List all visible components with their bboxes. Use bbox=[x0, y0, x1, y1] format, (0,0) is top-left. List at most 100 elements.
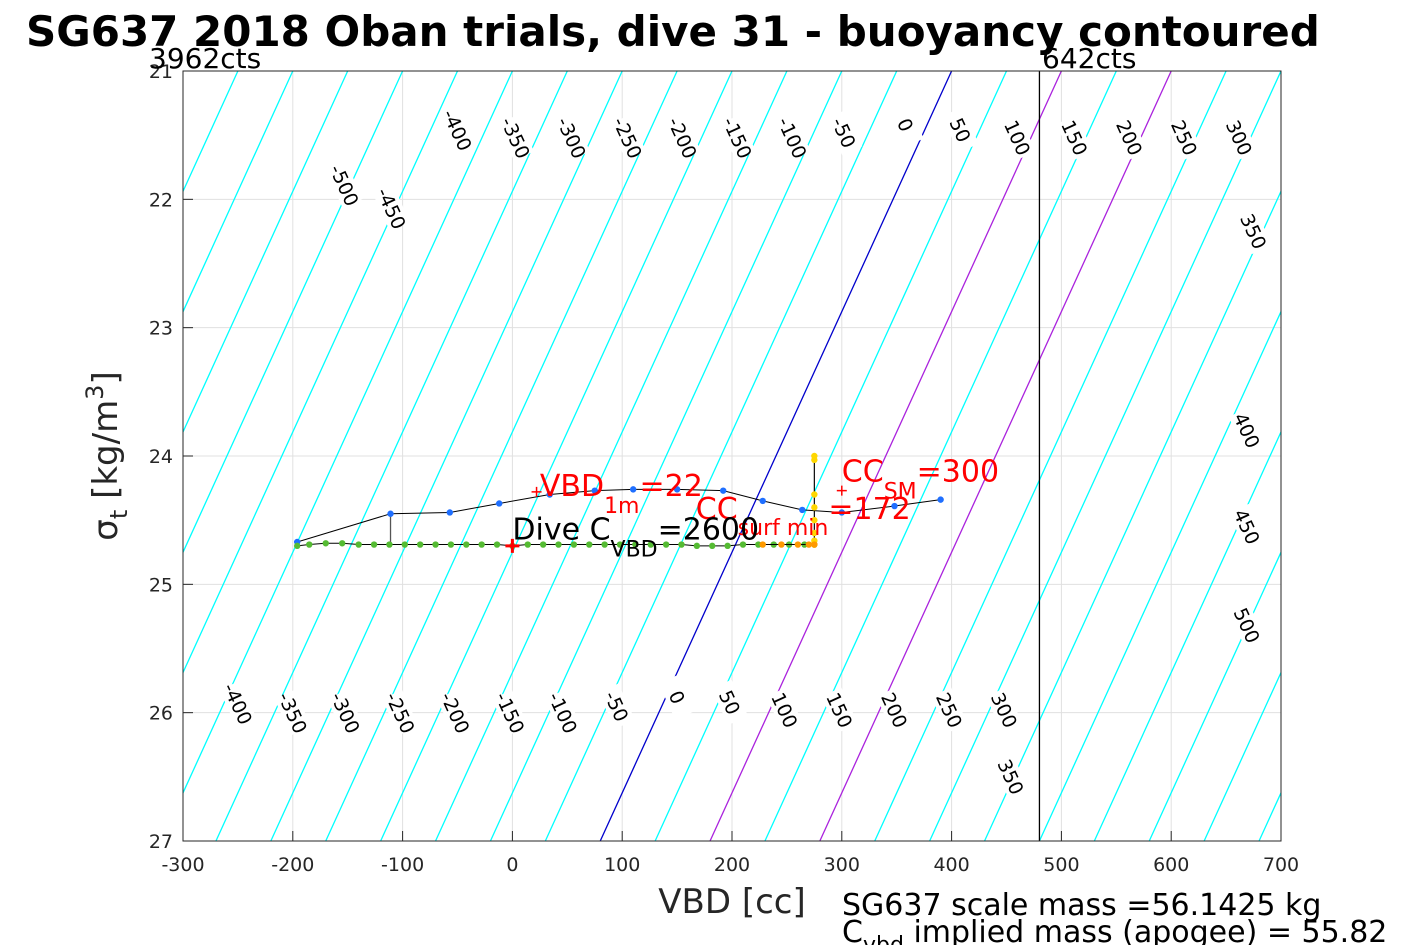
contour-label-gap bbox=[887, 102, 924, 148]
series-point bbox=[799, 506, 806, 514]
contour-line bbox=[1038, 310, 1281, 841]
x-tick-label: 700 bbox=[1263, 854, 1299, 876]
contour-label-gap bbox=[491, 689, 529, 736]
series-point bbox=[370, 541, 378, 548]
contour-label-gap bbox=[1056, 114, 1093, 161]
y-tick-label: 26 bbox=[149, 703, 173, 725]
y-tick-label: 27 bbox=[149, 831, 173, 853]
contour-label-gap bbox=[999, 114, 1036, 161]
series-point bbox=[811, 541, 818, 548]
contour-label-gap bbox=[1228, 602, 1266, 649]
contour-label-gap bbox=[931, 687, 968, 733]
y-axis-label: σt [kg/m3] bbox=[81, 371, 133, 540]
contour-line bbox=[1258, 791, 1281, 841]
x-tick-label: 600 bbox=[1153, 854, 1189, 876]
series-point bbox=[601, 541, 608, 548]
x-axis-label: VBD [cc] bbox=[658, 882, 806, 922]
contour-label-gap bbox=[327, 689, 364, 736]
series-point bbox=[811, 504, 818, 511]
contour-label-gap bbox=[553, 114, 591, 161]
series-point bbox=[546, 491, 553, 498]
x-tick-label: 100 bbox=[604, 854, 640, 876]
contour-line bbox=[1203, 670, 1281, 841]
y-tick-label: 25 bbox=[149, 574, 173, 596]
contour-line bbox=[654, 71, 1008, 841]
series-point bbox=[447, 541, 455, 548]
contour-label-gap bbox=[985, 687, 1023, 733]
contour-line bbox=[183, 71, 349, 434]
top-left-note: 3962cts bbox=[149, 42, 261, 75]
vbd-1m-annotation: VBD1m=22 bbox=[540, 469, 703, 519]
contour-line bbox=[1148, 550, 1281, 841]
series-point bbox=[616, 541, 624, 548]
series-point bbox=[673, 486, 681, 493]
series-point bbox=[838, 509, 845, 516]
series-point bbox=[632, 541, 639, 548]
data-series bbox=[293, 452, 944, 550]
series-point bbox=[629, 486, 637, 493]
series-point bbox=[805, 541, 813, 548]
series-point bbox=[496, 500, 503, 507]
contour-label-gap bbox=[942, 107, 979, 153]
plus-marker bbox=[505, 538, 520, 553]
x-tick-label: 0 bbox=[506, 854, 518, 876]
cc-sm-annotation: CCSM=300 bbox=[842, 455, 999, 505]
contour-label-gap bbox=[825, 109, 863, 156]
series-point bbox=[524, 541, 531, 548]
x-tick-label: -300 bbox=[161, 854, 204, 876]
vbd-1m-main: VBD bbox=[540, 469, 604, 504]
vbd-1m-tail: =22 bbox=[640, 469, 703, 504]
contour-label-gap bbox=[219, 680, 257, 727]
series-point bbox=[339, 540, 346, 547]
series-point bbox=[755, 541, 762, 548]
contour-line bbox=[709, 71, 1062, 841]
series-point bbox=[539, 541, 547, 548]
contour-line bbox=[183, 71, 294, 314]
contour-label-gap bbox=[436, 689, 474, 736]
series-point bbox=[937, 496, 944, 503]
contour-line bbox=[1093, 430, 1281, 841]
annotations: VBD1m=22 CCSM=300 CCsurf min=172 Dive CV… bbox=[512, 455, 999, 563]
contour-line bbox=[183, 71, 513, 795]
series-line bbox=[297, 488, 941, 543]
series-point bbox=[811, 456, 818, 464]
plus-marker bbox=[836, 485, 847, 496]
cc-sm-main: CC bbox=[842, 455, 884, 490]
contour-label-gap bbox=[1228, 503, 1266, 550]
series-point bbox=[811, 491, 818, 498]
series-point bbox=[591, 487, 598, 494]
contour-line bbox=[215, 71, 568, 841]
series-point bbox=[891, 502, 898, 510]
contour-label-gap bbox=[274, 689, 312, 736]
dive-cvbd-annotation: Dive CVBD=2600 bbox=[512, 512, 759, 562]
axis-ticks: -300 -200 -100 0 100 200 300 400 500 600 700 21 22 23… bbox=[149, 61, 1299, 876]
contour-line bbox=[1314, 71, 1417, 841]
contour-line bbox=[270, 71, 623, 841]
contour-line bbox=[434, 71, 788, 841]
series-point bbox=[463, 541, 470, 548]
series-point bbox=[759, 541, 766, 548]
contour-label-gap bbox=[719, 114, 756, 161]
series-point bbox=[416, 541, 424, 548]
contour-label-gap bbox=[766, 687, 804, 733]
series-point bbox=[724, 542, 731, 550]
series-point bbox=[662, 541, 670, 548]
scale-mass-footnote: SG637 scale mass =56.1425 kg bbox=[842, 888, 1321, 923]
contour-label-gap bbox=[1235, 208, 1272, 255]
series-point bbox=[778, 541, 785, 548]
series-point bbox=[387, 510, 394, 517]
vbd-1m-sub: 1m bbox=[604, 494, 639, 519]
contour-label-gap bbox=[382, 689, 419, 736]
y-axis-label-close: ] bbox=[86, 371, 126, 384]
series-point bbox=[678, 541, 685, 548]
contour-label-gap bbox=[598, 683, 636, 730]
contour-label-gap bbox=[876, 687, 913, 733]
series-point bbox=[794, 541, 802, 548]
cc-sm-tail: =300 bbox=[917, 455, 999, 490]
series-point bbox=[322, 540, 329, 547]
contour-label-gap bbox=[497, 114, 535, 161]
contour-label-gap bbox=[658, 674, 696, 721]
series-point bbox=[811, 529, 818, 537]
x-tick-label: -100 bbox=[381, 854, 424, 876]
contour-line bbox=[599, 71, 953, 841]
